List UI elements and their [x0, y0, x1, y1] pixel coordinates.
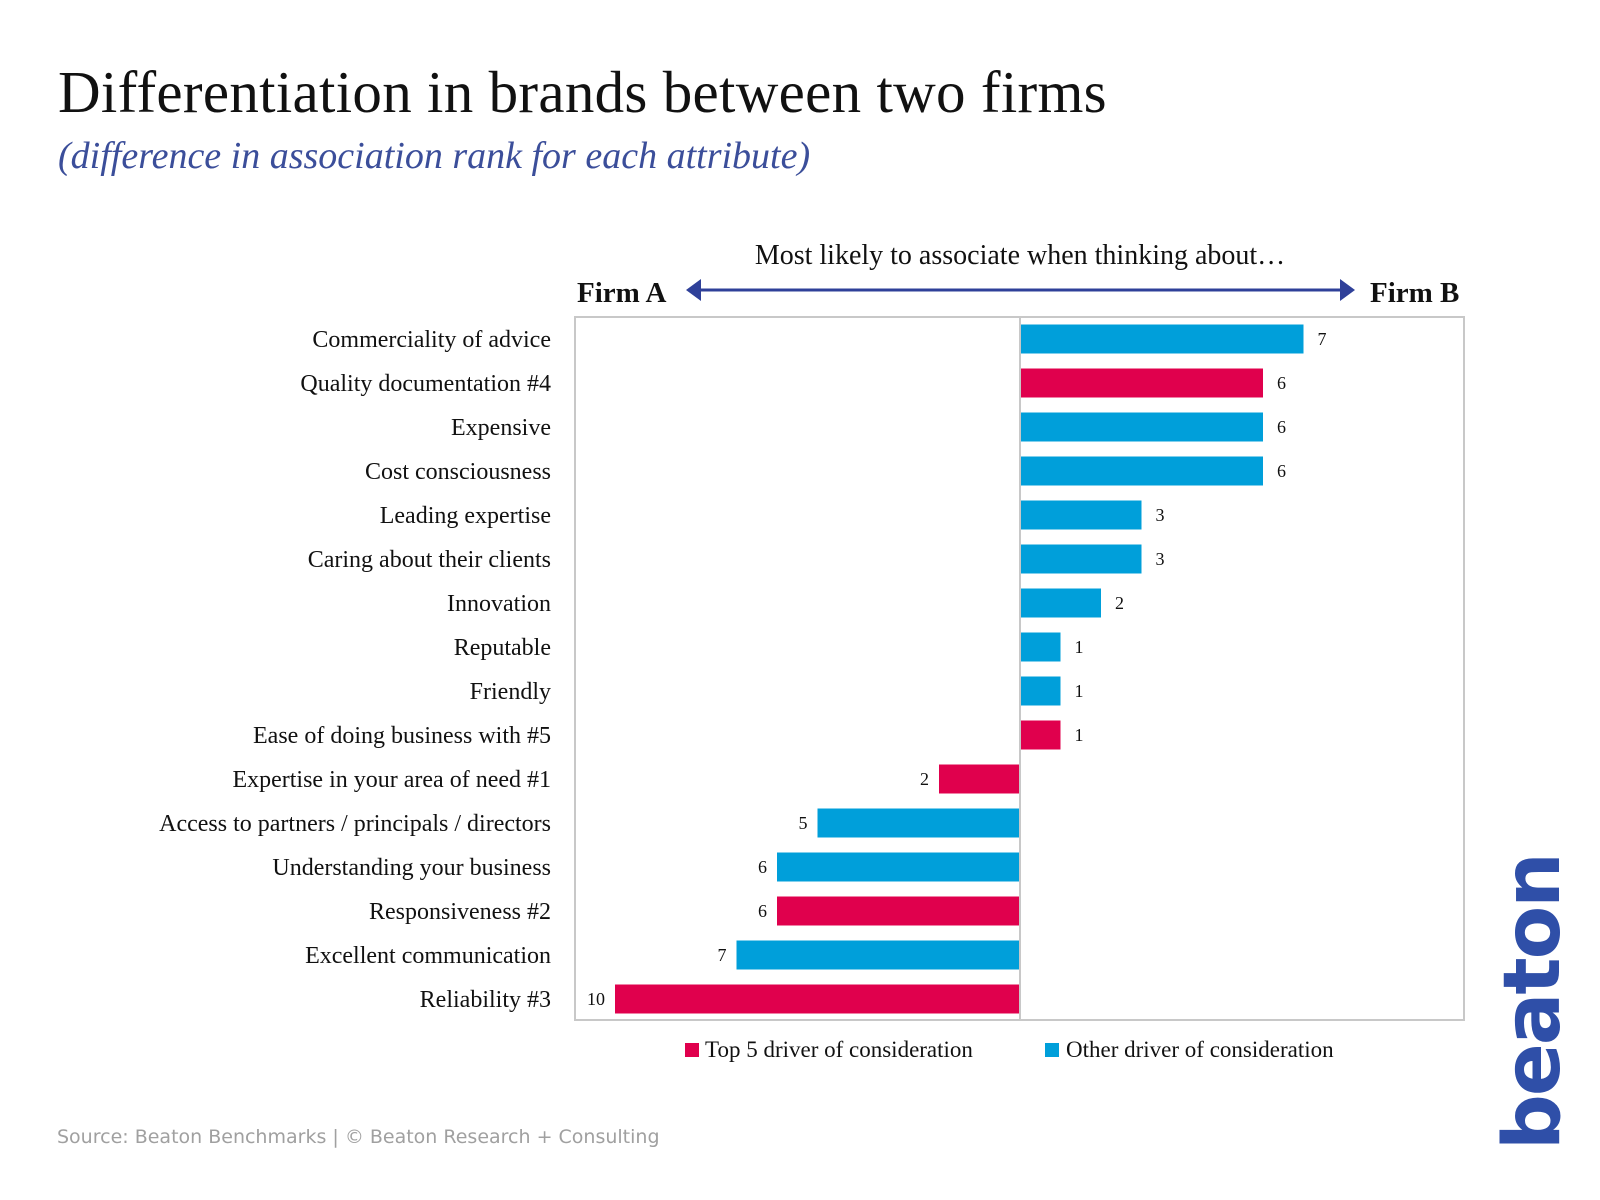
firm-b-label: Firm B: [1370, 277, 1459, 309]
legend: Top 5 driver of consideration Other driv…: [685, 1037, 1334, 1062]
category-label: Friendly: [470, 679, 551, 705]
bar: [817, 808, 1020, 838]
source-note: Source: Beaton Benchmarks | © Beaton Res…: [57, 1126, 660, 1148]
direction-label: Most likely to associate when thinking a…: [755, 240, 1285, 271]
beaton-logo: beaton: [1488, 854, 1578, 1150]
bar: [1020, 544, 1142, 574]
data-label: 5: [799, 813, 808, 833]
category-label: Innovation: [447, 591, 551, 617]
data-label: 7: [718, 945, 727, 965]
data-label: 6: [1277, 417, 1286, 437]
category-label: Caring about their clients: [308, 547, 551, 573]
category-label: Commerciality of advice: [312, 327, 551, 353]
bar: [777, 852, 1020, 882]
data-label: 1: [1075, 637, 1084, 657]
diverging-bar-chart: Most likely to associate when thinking a…: [159, 240, 1465, 1062]
bar: [736, 940, 1020, 970]
value-labels: 7 6 6 6 3 3 2 1 1 1 2 5 6 6 7 10: [587, 329, 1327, 1009]
bar: [777, 896, 1020, 926]
category-label: Expertise in your area of need #1: [232, 767, 551, 793]
bar: [1020, 500, 1142, 530]
bar: [939, 764, 1020, 794]
data-label: 3: [1156, 549, 1165, 569]
category-label: Excellent communication: [305, 943, 551, 969]
bar: [1020, 456, 1263, 486]
data-label: 3: [1156, 505, 1165, 525]
chart-subtitle: (difference in association rank for each…: [58, 135, 811, 177]
data-label: 6: [1277, 373, 1286, 393]
category-label: Quality documentation #4: [300, 371, 551, 397]
legend-label-other: Other driver of consideration: [1066, 1037, 1334, 1062]
bar: [615, 984, 1020, 1014]
bar: [1020, 632, 1061, 662]
bar: [1020, 676, 1061, 706]
category-label: Access to partners / principals / direct…: [159, 811, 551, 837]
data-label: 6: [1277, 461, 1286, 481]
category-label: Reliability #3: [420, 987, 551, 1013]
bar: [1020, 412, 1263, 442]
data-label: 6: [758, 901, 767, 921]
bar: [1020, 368, 1263, 398]
data-label: 6: [758, 857, 767, 877]
category-label: Expensive: [451, 415, 551, 441]
data-label: 2: [920, 769, 929, 789]
data-label: 1: [1075, 725, 1084, 745]
bar: [1020, 720, 1061, 750]
bars-layer: [615, 324, 1304, 1014]
legend-swatch-top5: [685, 1043, 699, 1057]
data-label: 10: [587, 989, 605, 1009]
legend-swatch-other: [1045, 1043, 1059, 1057]
data-label: 2: [1115, 593, 1124, 613]
category-label: Ease of doing business with #5: [253, 723, 551, 749]
bar: [1020, 324, 1304, 354]
chart-title: Differentiation in brands between two fi…: [58, 59, 1107, 125]
category-label: Cost consciousness: [365, 459, 551, 485]
data-label: 7: [1318, 329, 1327, 349]
firm-a-label: Firm A: [577, 277, 666, 309]
category-label: Reputable: [454, 635, 551, 661]
data-label: 1: [1075, 681, 1084, 701]
category-label: Responsiveness #2: [369, 899, 551, 925]
legend-label-top5: Top 5 driver of consideration: [705, 1037, 973, 1062]
direction-arrow-icon: [686, 279, 1355, 301]
category-label: Understanding your business: [272, 855, 551, 881]
bar: [1020, 588, 1101, 618]
category-label: Leading expertise: [380, 503, 551, 529]
category-labels: Commerciality of advice Quality documenta…: [159, 327, 551, 1013]
